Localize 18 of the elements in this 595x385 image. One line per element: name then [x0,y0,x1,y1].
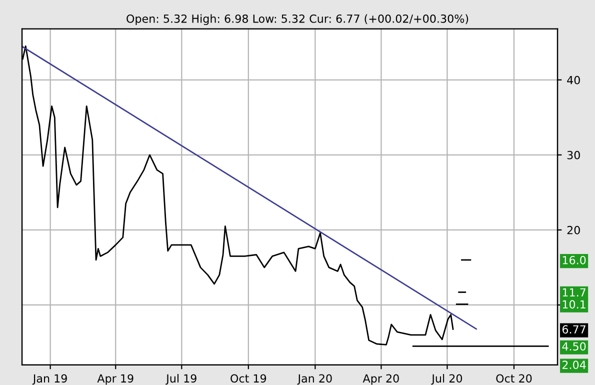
y-tick-label: 30 [567,150,580,160]
y2-tick-label: 4.50 [562,342,586,351]
y2-tick-label: 10.1 [562,300,586,309]
y-tick-label: 20 [567,226,580,234]
chart-subtitle: Open: 5.32 High: 6.98 Low: 5.32 Cur: 6.77 (+00.02/+00.30%) [126,14,468,26]
x-tick-label: Jul 20 [431,374,462,385]
y2-tick-label: 6.77 [562,325,586,334]
y-tick-label: 40 [567,76,580,84]
x-tick-label: Jan 20 [297,374,332,385]
x-tick-label: Oct 19 [230,374,266,383]
x-tick-label: Apr 20 [362,374,399,385]
x-tick-label: Apr 19 [97,374,134,385]
y2-tick-label: 11.7 [562,288,586,296]
y2-tick-label: 16.0 [562,256,586,264]
x-tick-label: Jan 19 [32,374,67,385]
y2-tick-label: 2.04 [562,360,586,370]
x-tick-label: Jul 19 [166,374,196,385]
x-tick-label: Oct 20 [496,374,532,383]
